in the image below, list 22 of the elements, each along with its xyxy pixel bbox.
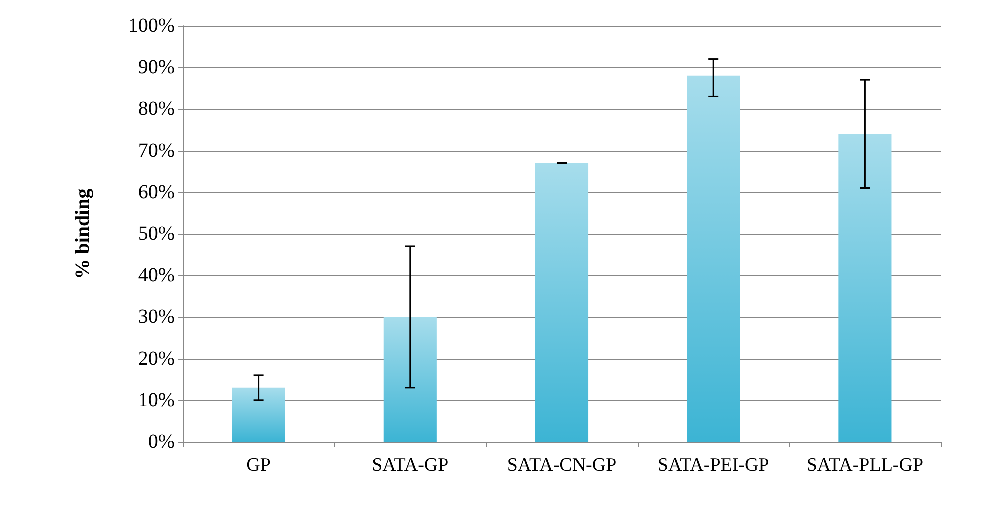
y-tick-label: 100% — [128, 15, 175, 37]
y-tick-label: 0% — [148, 431, 175, 453]
y-tick-label: 50% — [138, 223, 175, 245]
x-tick-label: GP — [246, 455, 271, 476]
bar — [687, 76, 740, 442]
y-axis-title: % binding — [72, 188, 94, 280]
x-tick-label: SATA-PEI-GP — [658, 455, 770, 476]
y-tick-label: 90% — [138, 56, 175, 79]
bar — [232, 388, 286, 442]
y-tick-label: 70% — [138, 140, 175, 162]
bar — [535, 163, 589, 442]
y-tick-label: 40% — [138, 264, 175, 287]
y-tick-label: 20% — [138, 348, 175, 370]
bar — [384, 317, 437, 442]
y-tick-label: 30% — [138, 306, 175, 328]
y-tick-label: 60% — [138, 181, 175, 204]
y-tick-label: 10% — [138, 389, 175, 412]
y-tick-label: 80% — [138, 98, 175, 120]
x-tick-label: SATA-GP — [372, 455, 449, 476]
x-tick-label: SATA-CN-GP — [507, 455, 617, 476]
x-tick-label: SATA-PLL-GP — [806, 455, 924, 476]
bar — [838, 134, 892, 442]
